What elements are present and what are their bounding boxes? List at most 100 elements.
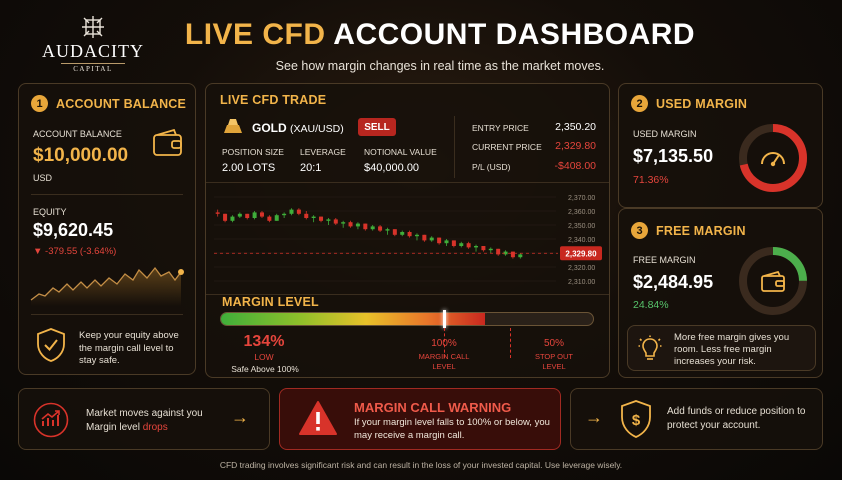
candle-body [474, 246, 479, 248]
candle-body [400, 232, 405, 235]
title-white: ACCOUNT DASHBOARD [333, 18, 696, 51]
brand-name: AUDACITY [42, 41, 144, 61]
shield-check-icon [37, 328, 65, 362]
price-axis-tick: 2,350.00 [568, 223, 595, 230]
candle-body [503, 251, 508, 255]
market-move-line1: Market moves against you [86, 408, 203, 419]
margin-level-drops-prefix: Margin level [86, 422, 143, 433]
candle [230, 215, 235, 223]
step-3-badge: 3 [631, 222, 648, 239]
candle-body [422, 234, 427, 241]
trend-down-icon [33, 402, 69, 438]
position-size-label: POSITION SIZE [222, 147, 284, 157]
sell-badge: SELL [358, 118, 396, 136]
live-trade-title: LIVE CFD TRADE [220, 93, 327, 107]
equity-label: EQUITY [33, 207, 67, 217]
market-move-text: Market moves against you Margin level dr… [86, 407, 203, 435]
candle-body [296, 209, 301, 214]
candle [459, 241, 464, 248]
free-margin-value: $2,484.95 [633, 272, 714, 292]
gold-bar-icon [224, 119, 242, 133]
candle [282, 212, 287, 218]
margin-call-label: MARGIN CALL LEVEL [418, 352, 470, 371]
candle [429, 236, 434, 242]
candle [510, 251, 515, 259]
balance-label: ACCOUNT BALANCE [33, 129, 122, 139]
equity-value: $9,620.45 [33, 220, 114, 240]
candle-body [429, 237, 434, 241]
candle-body [385, 229, 390, 231]
candle [378, 225, 383, 232]
candle-body [311, 216, 316, 218]
instrument-label: GOLD [252, 121, 287, 135]
candle-body [237, 213, 242, 217]
candle [355, 222, 360, 230]
equity-tip: Keep your equity above the margin call l… [79, 330, 179, 366]
svg-text:$: $ [632, 412, 641, 429]
price-axis-tick: 2,360.00 [568, 209, 595, 216]
candle-body [378, 226, 383, 231]
free-margin-label: FREE MARGIN [633, 255, 696, 265]
candle-body [341, 222, 346, 224]
candle [385, 227, 390, 235]
candle [466, 241, 471, 249]
candle-body [333, 219, 338, 224]
price-chart: 2,370.002,360.002,350.002,340.002,330.00… [214, 195, 602, 286]
shield-dollar-icon: $ [621, 400, 651, 438]
protect-account-card: → $ Add funds or reduce position to prot… [570, 388, 823, 450]
candle-body [466, 243, 471, 248]
balance-currency: USD [33, 173, 53, 183]
price-axis-tick: 2,340.00 [568, 237, 595, 244]
candle [289, 208, 294, 216]
candle-body [496, 248, 501, 255]
drops-word: drops [142, 422, 168, 433]
protect-account-text: Add funds or reduce position to protect … [667, 406, 806, 431]
wallet-icon [761, 271, 785, 292]
used-margin-value: $7,135.50 [633, 146, 714, 166]
candle [474, 244, 479, 252]
safe-note: Safe Above 100% [231, 364, 299, 374]
candle [481, 246, 486, 252]
candle [400, 230, 405, 237]
candle [223, 213, 228, 223]
candle [341, 220, 346, 228]
used-margin-label: USED MARGIN [633, 129, 697, 139]
candle-body [510, 251, 515, 258]
candle [488, 247, 493, 253]
used-margin-donut [739, 124, 807, 192]
entry-price-label: ENTRY PRICE [472, 123, 529, 133]
equity-sparkline [30, 266, 184, 306]
current-price-tag [560, 246, 602, 261]
stop-out-line [510, 328, 511, 358]
candle [437, 237, 442, 245]
candle [311, 215, 316, 223]
candle-body [348, 222, 353, 227]
candle-body [481, 246, 486, 251]
free-margin-tip-box: More free margin gives you room. Less fr… [627, 325, 816, 371]
candle-body [230, 216, 235, 221]
market-move-card: Market moves against you Margin level dr… [18, 388, 270, 450]
logo-emblem-icon [82, 16, 104, 38]
used-margin-pct: 71.36% [633, 174, 669, 186]
step-1-badge: 1 [31, 95, 48, 112]
logo: AUDACITY CAPITAL [38, 14, 148, 73]
price-axis-tick: 2,310.00 [568, 279, 595, 286]
candle-body [451, 240, 456, 246]
margin-call-warning-card: MARGIN CALL WARNING If your margin level… [279, 388, 561, 450]
candle [245, 213, 250, 220]
candle [215, 209, 220, 217]
candle-body [289, 209, 294, 214]
candle-body [518, 254, 523, 258]
margin-call-line [444, 328, 445, 358]
leverage-value: 20:1 [300, 162, 322, 174]
candle-body [459, 243, 464, 246]
notional-value: $40,000.00 [364, 162, 420, 174]
current-price-value: 2,329.80 [555, 140, 596, 152]
candle-body [355, 223, 360, 227]
candle-body [326, 219, 331, 221]
candle [319, 216, 324, 223]
live-trade-panel: LIVE CFD TRADE GOLD (XAU/USD) SELL POSIT… [205, 83, 610, 378]
warning-text: If your margin level falls to 100% or be… [354, 417, 550, 441]
candle [451, 240, 456, 248]
candle [333, 218, 338, 225]
